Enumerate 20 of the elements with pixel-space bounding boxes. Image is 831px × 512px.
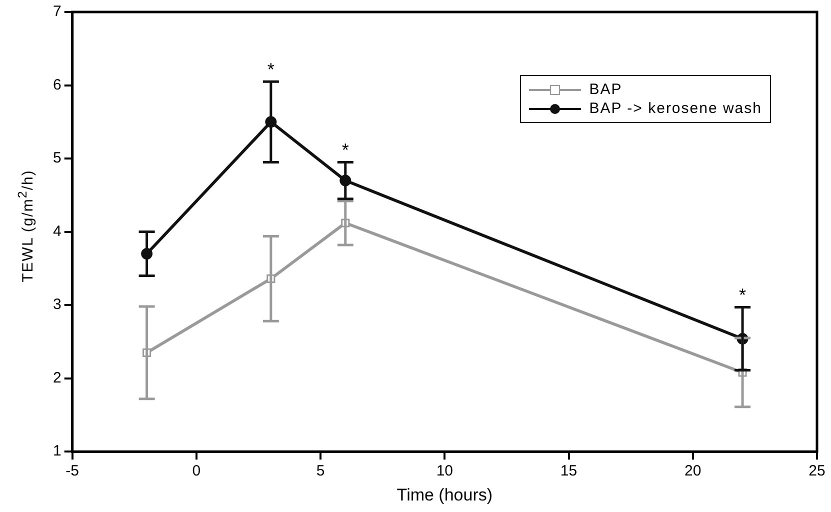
x-tick-label: -5 [66,462,80,480]
annotation: * [342,140,349,160]
y-tick-label: 7 [53,3,62,20]
y-tick-label: 3 [53,296,62,314]
legend-label: BAP -> kerosene wash [589,100,762,117]
x-tick-label: 25 [808,462,826,480]
x-tick-label: 5 [316,462,325,480]
legend-label: BAP [589,81,622,98]
x-tick-label: 0 [192,462,201,480]
annotation: * [739,285,746,306]
y-tick-label: 6 [53,76,62,94]
y-tick-label: 5 [53,150,62,167]
y-tick-label: 4 [53,222,62,240]
y-tick-label: 1 [53,442,62,460]
x-tick-label: 20 [684,462,702,480]
x-tick-label: 10 [436,462,454,480]
x-axis-title: Time (hours) [396,485,493,504]
annotation: * [267,60,274,80]
x-tick-label: 15 [560,462,578,480]
y-tick-label: 2 [53,369,62,386]
